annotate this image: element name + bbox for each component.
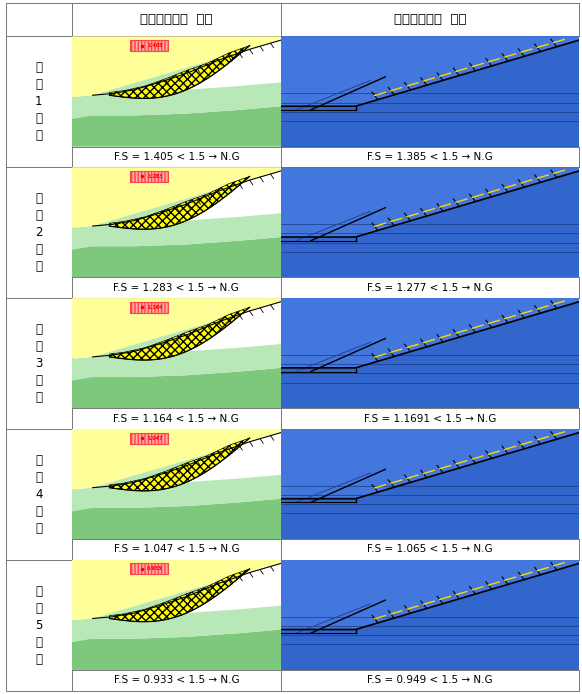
Polygon shape <box>72 606 281 643</box>
Text: 1.164: 1.164 <box>147 305 162 310</box>
Polygon shape <box>93 560 281 618</box>
Polygon shape <box>281 167 579 237</box>
Polygon shape <box>281 171 579 278</box>
Polygon shape <box>281 298 579 368</box>
Polygon shape <box>72 213 281 250</box>
Text: F.S = 0.933 < 1.5 → N.G: F.S = 0.933 < 1.5 → N.G <box>113 675 239 685</box>
Polygon shape <box>281 167 579 278</box>
Polygon shape <box>109 307 250 360</box>
FancyBboxPatch shape <box>130 171 168 182</box>
Polygon shape <box>281 432 579 539</box>
Polygon shape <box>281 633 579 670</box>
Polygon shape <box>281 110 579 146</box>
Polygon shape <box>281 564 579 670</box>
Text: F.S = 1.047 < 1.5 → N.G: F.S = 1.047 < 1.5 → N.G <box>113 544 239 555</box>
Text: 1.047: 1.047 <box>147 436 162 441</box>
FancyBboxPatch shape <box>130 564 168 575</box>
Text: F.S = 1.164 < 1.5 → N.G: F.S = 1.164 < 1.5 → N.G <box>113 414 239 423</box>
Text: 1.283: 1.283 <box>147 174 162 179</box>
Polygon shape <box>109 438 250 491</box>
Text: F.S = 0.949 < 1.5 → N.G: F.S = 0.949 < 1.5 → N.G <box>367 675 493 685</box>
Text: 1.405: 1.405 <box>147 43 162 48</box>
Polygon shape <box>281 560 579 670</box>
Text: 감
소
3
단
계: 감 소 3 단 계 <box>35 323 42 404</box>
Text: 감
소
5
단
계: 감 소 5 단 계 <box>35 584 42 666</box>
Polygon shape <box>72 499 281 539</box>
Text: F.S = 1.405 < 1.5 → N.G: F.S = 1.405 < 1.5 → N.G <box>113 152 239 162</box>
Polygon shape <box>281 302 579 408</box>
Polygon shape <box>72 560 281 620</box>
FancyBboxPatch shape <box>130 432 168 443</box>
Polygon shape <box>72 629 281 670</box>
Text: 감
소
4
단
계: 감 소 4 단 계 <box>35 454 42 535</box>
Polygon shape <box>72 475 281 511</box>
Polygon shape <box>72 237 281 278</box>
Polygon shape <box>72 167 281 228</box>
Text: 강도감소해석  결과: 강도감소해석 결과 <box>394 13 466 26</box>
Polygon shape <box>72 344 281 381</box>
Polygon shape <box>281 241 579 278</box>
Polygon shape <box>109 176 250 229</box>
Polygon shape <box>109 46 250 99</box>
Polygon shape <box>72 106 281 146</box>
Polygon shape <box>281 37 579 146</box>
Polygon shape <box>281 560 579 629</box>
Text: F.S = 1.065 < 1.5 → N.G: F.S = 1.065 < 1.5 → N.G <box>367 544 493 555</box>
Polygon shape <box>281 429 579 499</box>
Text: 한계평형해석  결과: 한계평형해석 결과 <box>140 13 212 26</box>
FancyBboxPatch shape <box>130 302 168 313</box>
Polygon shape <box>72 298 281 359</box>
Polygon shape <box>93 37 281 95</box>
Text: 감
소
1
단
계: 감 소 1 단 계 <box>35 61 42 142</box>
Polygon shape <box>281 429 579 539</box>
Polygon shape <box>72 37 281 97</box>
Text: F.S = 1.277 < 1.5 → N.G: F.S = 1.277 < 1.5 → N.G <box>367 282 493 293</box>
Text: F.S = 1.385 < 1.5 → N.G: F.S = 1.385 < 1.5 → N.G <box>367 152 493 162</box>
Polygon shape <box>281 37 579 106</box>
Polygon shape <box>72 83 281 119</box>
Polygon shape <box>281 40 579 146</box>
Text: F.S = 1.1691 < 1.5 → N.G: F.S = 1.1691 < 1.5 → N.G <box>364 414 496 423</box>
Polygon shape <box>109 569 250 622</box>
Polygon shape <box>281 502 579 539</box>
Polygon shape <box>93 167 281 226</box>
Polygon shape <box>93 429 281 488</box>
Text: 0.933: 0.933 <box>147 566 162 571</box>
Polygon shape <box>72 429 281 489</box>
Polygon shape <box>72 368 281 408</box>
Polygon shape <box>93 298 281 357</box>
Text: F.S = 1.283 < 1.5 → N.G: F.S = 1.283 < 1.5 → N.G <box>113 282 239 293</box>
FancyBboxPatch shape <box>130 40 168 51</box>
Polygon shape <box>281 298 579 408</box>
Text: 감
소
2
단
계: 감 소 2 단 계 <box>35 192 42 273</box>
Polygon shape <box>281 371 579 408</box>
